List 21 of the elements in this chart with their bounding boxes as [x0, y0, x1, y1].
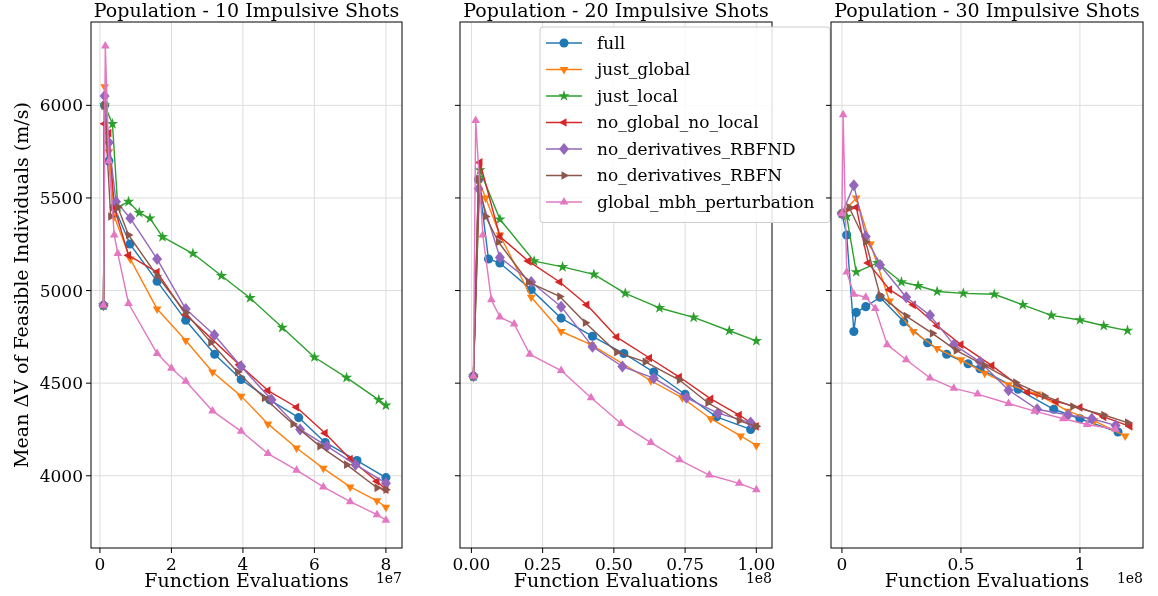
text: 1e8 — [745, 570, 772, 586]
y-axis-title: Mean ΔV of Feasible Individuals (m/s) — [10, 102, 32, 468]
legend-label: no_derivatives_RBFND — [597, 138, 796, 159]
legend-label: no_global_no_local — [597, 112, 759, 133]
x-tick-label: 0 — [836, 554, 848, 574]
y-tick-label: 4500 — [39, 373, 83, 394]
y-tick-label: 6000 — [39, 95, 83, 116]
legend-label: just_local — [595, 85, 679, 106]
y-tick-label: 5000 — [39, 280, 83, 301]
legend-label: global_mbh_perturbation — [597, 191, 815, 212]
y-tick-label: 4000 — [39, 465, 83, 486]
legend-label: no_derivatives_RBFN — [597, 165, 783, 186]
legend-label: full — [597, 32, 626, 53]
chart-title: Population - 20 Impulsive Shots — [463, 0, 769, 21]
x-tick-label: 0.00 — [452, 554, 491, 574]
y-tick-label: 5500 — [39, 187, 83, 208]
chart-title: Population - 30 Impulsive Shots — [834, 0, 1140, 21]
text: 1e8 — [1116, 570, 1143, 586]
x-tick-label: 0 — [94, 554, 106, 574]
chart-title: Population - 10 Impulsive Shots — [93, 0, 400, 21]
legend-label: just_global — [595, 59, 691, 80]
